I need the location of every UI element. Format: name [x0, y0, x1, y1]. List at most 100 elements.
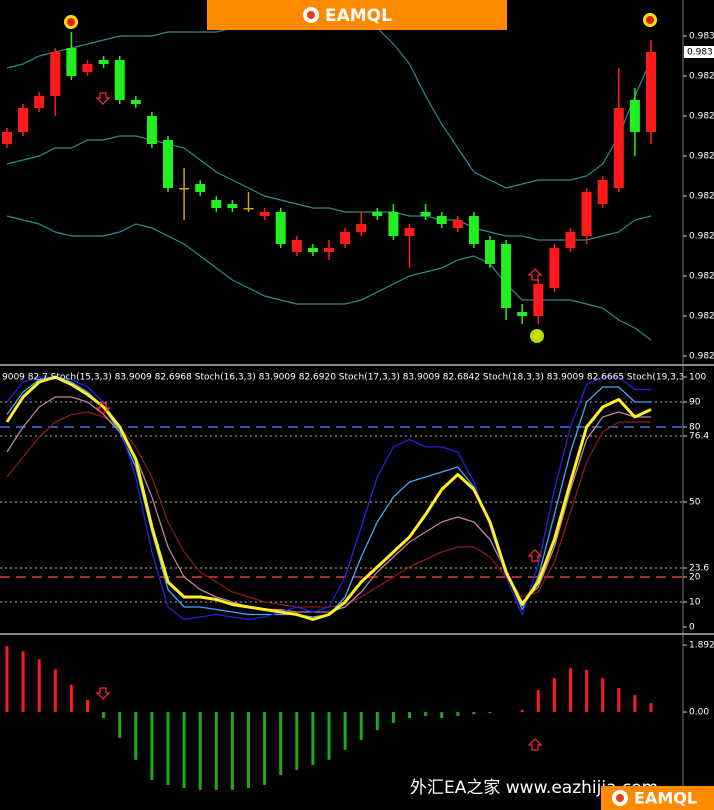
histogram-bar — [263, 712, 267, 785]
sun-icon — [64, 15, 78, 29]
histogram-bar — [343, 712, 347, 750]
histogram-bar — [375, 712, 379, 731]
watermark: 外汇EA之家 www.eazhijia.com — [410, 778, 658, 798]
candle-body — [2, 132, 12, 144]
sun-icon — [643, 13, 657, 27]
histogram-bar — [327, 712, 331, 760]
histogram-bar — [488, 712, 492, 714]
indicator-title: 9009 82.7 Stoch(15,3,3) 83.9009 82.6968 … — [2, 373, 714, 383]
histogram-bar — [5, 646, 9, 713]
candle-body — [372, 212, 383, 216]
logo-banner — [207, 0, 507, 30]
sell-arrow — [95, 402, 111, 415]
signals — [64, 13, 657, 751]
candle-body — [356, 224, 367, 232]
candle-body — [501, 244, 512, 308]
candle-body — [18, 108, 29, 132]
candle-body — [98, 60, 109, 64]
y-tick-label: 0 — [689, 623, 695, 633]
histogram-bar — [198, 712, 202, 790]
histogram-bar — [53, 669, 57, 713]
histogram-bar — [424, 712, 428, 716]
histogram-bar — [247, 712, 250, 789]
candle-body — [195, 184, 206, 192]
band-line — [6, 135, 652, 241]
candle-body — [613, 108, 624, 188]
candle-body — [82, 64, 93, 72]
candle-body — [597, 180, 608, 204]
y-tick-label: 0.982 — [689, 192, 714, 202]
stoch-line — [6, 396, 651, 613]
candle-body — [211, 200, 222, 208]
buy-arrow — [527, 268, 543, 281]
sell-arrow — [95, 92, 111, 105]
candle-body — [163, 140, 173, 188]
logo-text: EAMQL — [325, 6, 392, 26]
candle-body — [291, 240, 302, 252]
y-tick-label: 76.4 — [689, 432, 709, 442]
histogram-bar — [552, 678, 556, 713]
candle-body — [114, 60, 125, 100]
candle-body — [130, 100, 141, 104]
candle-body — [485, 240, 495, 264]
histogram-bar — [295, 712, 299, 771]
y-tick-label: 23.6 — [689, 564, 709, 574]
histogram-bar — [134, 712, 138, 760]
y-tick-label: 10 — [689, 598, 701, 608]
y-tick-label: 0.982 — [689, 352, 714, 362]
histogram-bar — [150, 712, 154, 780]
histogram-bar — [166, 712, 170, 785]
histogram-bar — [408, 712, 411, 719]
candle-body — [646, 52, 656, 132]
band-line — [6, 215, 652, 341]
logo-icon — [307, 11, 315, 19]
candle-body — [581, 192, 592, 236]
candle-body — [404, 228, 415, 236]
y-tick-label: 0.982 — [689, 112, 714, 122]
histogram-bar — [456, 712, 460, 716]
candle-body — [50, 52, 61, 96]
histogram-bar — [649, 703, 653, 713]
y-tick-label: 90 — [689, 398, 701, 408]
plots — [0, 19, 683, 790]
candle-body — [243, 208, 254, 210]
y-tick-label: 0.00 — [689, 708, 709, 718]
histogram-bar — [569, 668, 572, 713]
histogram-bar — [182, 712, 186, 789]
y-tick-label: 0.982 — [689, 272, 714, 282]
histogram-bar — [21, 651, 25, 713]
price-label: 0.983 — [687, 48, 713, 58]
price-box — [684, 46, 714, 58]
histogram-bar — [86, 700, 89, 713]
candle-body — [340, 232, 351, 244]
logo-icon — [616, 794, 624, 802]
candle-body — [517, 312, 528, 316]
candle-body — [324, 248, 334, 252]
y-tick-label: 50 — [689, 498, 701, 508]
histogram-bar — [69, 684, 73, 713]
y-tick-label: 0.982 — [689, 312, 714, 322]
candle-body — [307, 248, 318, 252]
y-tick-label: 0.982 — [689, 152, 714, 162]
candle-body — [259, 212, 270, 216]
histogram-bar — [585, 669, 589, 713]
histogram-bar — [440, 712, 444, 719]
histogram-bar — [536, 690, 540, 713]
candle-body — [146, 116, 157, 144]
histogram-bar — [102, 712, 106, 719]
y-tick-label: 20 — [689, 573, 701, 583]
candle-body — [227, 204, 238, 208]
candle-body — [629, 100, 640, 132]
y-tick-label: 100 — [689, 373, 706, 383]
histogram-bar — [520, 709, 524, 713]
sell-arrow — [95, 687, 111, 700]
histogram-bar — [118, 712, 122, 738]
histogram-bar — [279, 712, 283, 776]
candle-body — [66, 48, 77, 76]
candle-body — [468, 216, 479, 244]
candle-body — [533, 284, 544, 316]
buy-arrow — [527, 549, 543, 562]
candle-body — [436, 216, 447, 224]
